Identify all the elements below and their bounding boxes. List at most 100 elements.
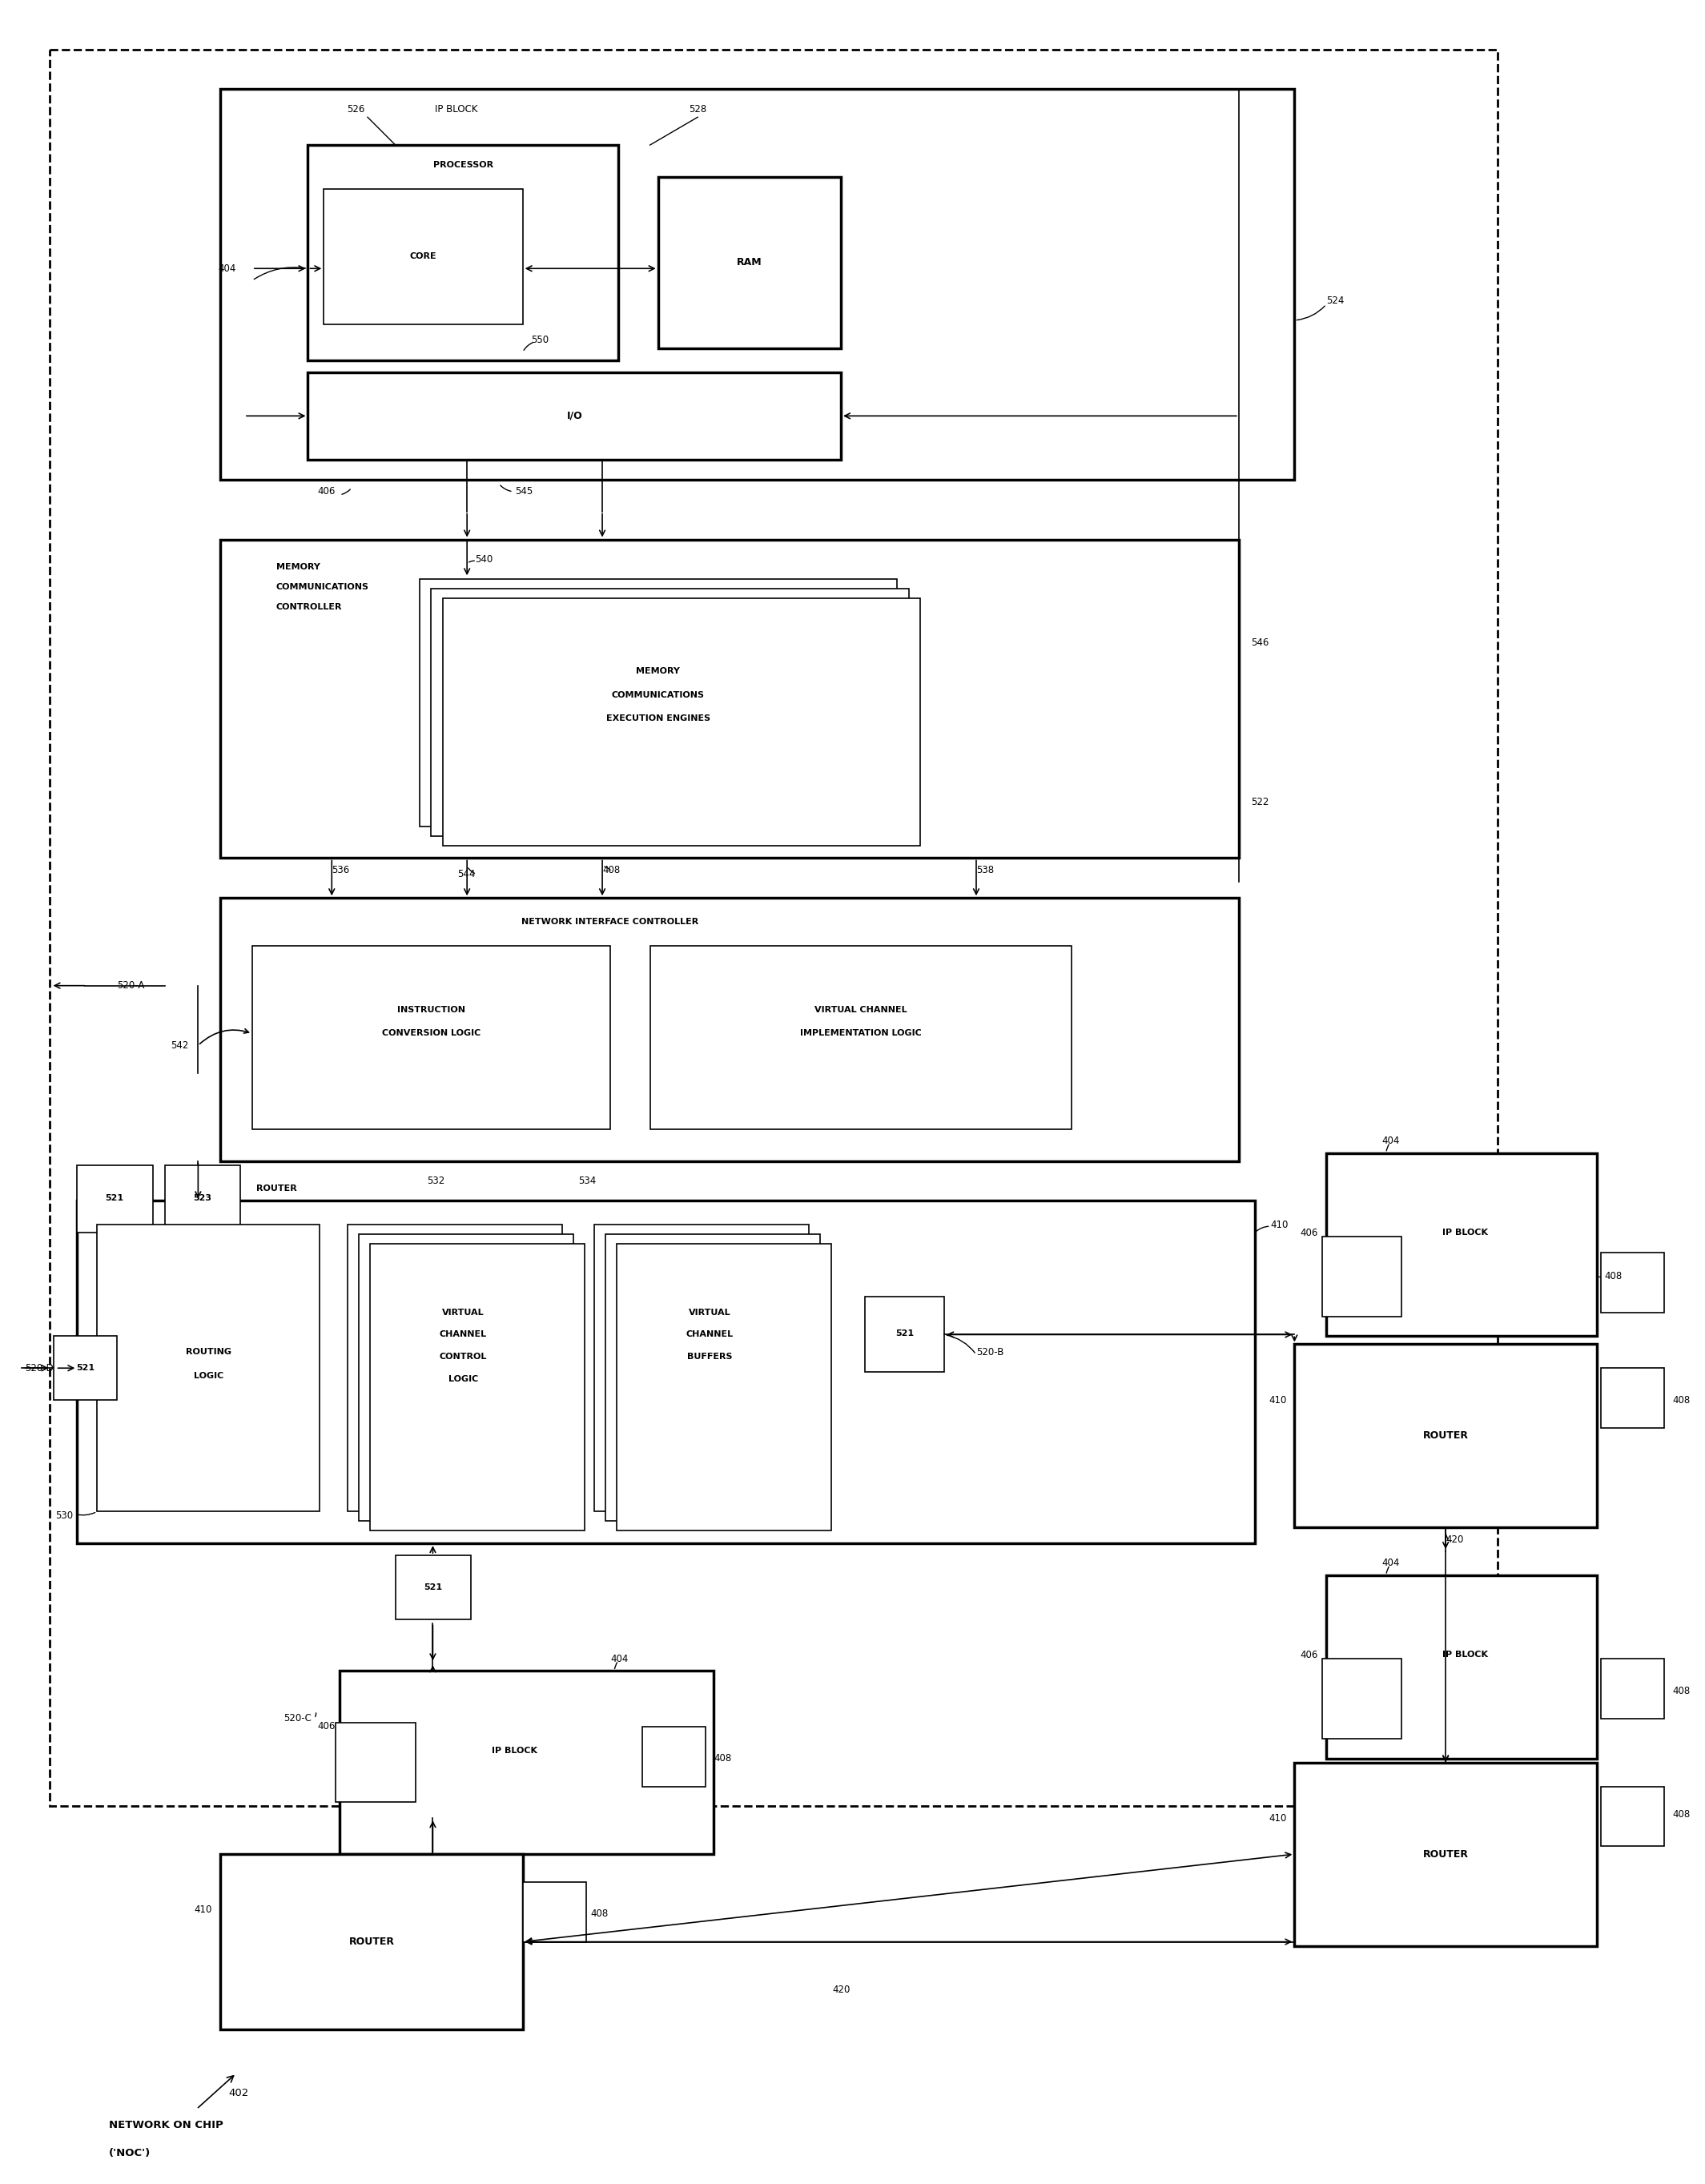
Bar: [595, 1225, 810, 1511]
Text: 408: 408: [590, 1909, 609, 1920]
Text: 530: 530: [56, 1511, 73, 1520]
Text: 408: 408: [1673, 1686, 1690, 1697]
Text: VIRTUAL: VIRTUAL: [689, 1308, 731, 1317]
Text: 410: 410: [1269, 1396, 1287, 1404]
Bar: [1326, 1575, 1598, 1758]
Bar: [396, 1555, 471, 1618]
Bar: [309, 144, 619, 360]
Text: 536: 536: [332, 865, 350, 876]
Text: 544: 544: [457, 869, 476, 880]
Text: 538: 538: [977, 865, 994, 876]
Text: MEMORY: MEMORY: [276, 563, 321, 572]
Text: 408: 408: [1673, 1808, 1690, 1819]
Text: 532: 532: [428, 1175, 445, 1186]
Text: 404: 404: [1383, 1136, 1400, 1147]
Text: 526: 526: [346, 105, 365, 114]
Bar: [309, 371, 841, 461]
Text: 410: 410: [1269, 1813, 1287, 1824]
Text: NETWORK ON CHIP: NETWORK ON CHIP: [109, 2121, 223, 2129]
Text: 410: 410: [1270, 1219, 1289, 1230]
Text: ROUTER: ROUTER: [350, 1937, 394, 1946]
Bar: [605, 1234, 820, 1520]
Text: 402: 402: [228, 2088, 249, 2099]
Bar: [431, 590, 909, 836]
Bar: [1323, 1660, 1402, 1738]
Text: 520-A: 520-A: [118, 981, 145, 992]
Text: IP BLOCK: IP BLOCK: [493, 1747, 537, 1754]
Text: 408: 408: [602, 865, 621, 876]
Bar: [1601, 1787, 1664, 1845]
Text: IP BLOCK: IP BLOCK: [1442, 1230, 1488, 1236]
Text: ROUTER: ROUTER: [1422, 1850, 1468, 1859]
Text: INSTRUCTION: INSTRUCTION: [397, 1005, 465, 1013]
Bar: [1601, 1254, 1664, 1313]
Bar: [348, 1225, 563, 1511]
Text: 521: 521: [423, 1583, 442, 1592]
Text: 410: 410: [194, 1904, 213, 1915]
Bar: [650, 946, 1072, 1129]
Text: 404: 404: [218, 264, 237, 273]
Bar: [339, 1671, 714, 1854]
Bar: [1294, 1343, 1598, 1527]
Text: BUFFERS: BUFFERS: [687, 1352, 733, 1361]
Bar: [165, 1164, 240, 1232]
Bar: [97, 1225, 321, 1511]
Bar: [77, 1201, 1255, 1544]
Text: 404: 404: [610, 1653, 627, 1664]
Text: 521: 521: [75, 1365, 94, 1372]
Bar: [443, 598, 921, 845]
Bar: [53, 1337, 118, 1400]
Text: 408: 408: [1673, 1396, 1690, 1404]
Text: VIRTUAL: VIRTUAL: [442, 1308, 484, 1317]
Text: 406: 406: [1301, 1649, 1318, 1660]
Text: 408: 408: [714, 1754, 731, 1765]
Text: CONTROL: CONTROL: [440, 1352, 488, 1361]
Text: I/O: I/O: [566, 411, 583, 422]
Bar: [77, 1164, 153, 1232]
Text: 520-D: 520-D: [24, 1363, 53, 1374]
Text: 520-C: 520-C: [285, 1714, 312, 1723]
Text: 521: 521: [106, 1195, 124, 1203]
Bar: [1601, 1367, 1664, 1428]
Text: 406: 406: [1301, 1227, 1318, 1238]
Text: NETWORK INTERFACE CONTROLLER: NETWORK INTERFACE CONTROLLER: [522, 917, 699, 926]
Bar: [1294, 1762, 1598, 1946]
Text: ROUTER: ROUTER: [1422, 1431, 1468, 1441]
Bar: [324, 188, 523, 323]
Bar: [419, 579, 897, 826]
Text: 521: 521: [895, 1330, 914, 1339]
Text: CONVERSION LOGIC: CONVERSION LOGIC: [382, 1029, 481, 1037]
Text: COMMUNICATIONS: COMMUNICATIONS: [612, 690, 704, 699]
Text: CHANNEL: CHANNEL: [440, 1330, 486, 1339]
Text: 540: 540: [476, 555, 493, 563]
Text: 420: 420: [1446, 1533, 1463, 1544]
Bar: [370, 1245, 585, 1531]
Text: 542: 542: [170, 1040, 189, 1051]
Text: 404: 404: [1383, 1557, 1400, 1568]
Text: 408: 408: [1604, 1271, 1623, 1282]
Text: 520-B: 520-B: [977, 1348, 1004, 1358]
Bar: [336, 1723, 416, 1802]
Text: CONTROLLER: CONTROLLER: [276, 603, 343, 612]
Text: LOGIC: LOGIC: [194, 1372, 223, 1380]
Bar: [523, 1883, 587, 1942]
Text: VIRTUAL CHANNEL: VIRTUAL CHANNEL: [815, 1005, 907, 1013]
Bar: [1601, 1660, 1664, 1719]
Text: 545: 545: [515, 487, 532, 496]
Bar: [1323, 1236, 1402, 1317]
Text: PROCESSOR: PROCESSOR: [433, 162, 493, 168]
Text: 534: 534: [578, 1175, 597, 1186]
Bar: [220, 539, 1240, 858]
Text: COMMUNICATIONS: COMMUNICATIONS: [276, 583, 368, 592]
Text: 550: 550: [530, 334, 549, 345]
Bar: [220, 1854, 523, 2029]
Bar: [617, 1245, 832, 1531]
Text: CORE: CORE: [409, 253, 436, 260]
Text: LOGIC: LOGIC: [448, 1376, 477, 1382]
Text: ('NOC'): ('NOC'): [109, 2147, 150, 2158]
Bar: [252, 946, 610, 1129]
Text: 406: 406: [317, 1721, 336, 1732]
Text: IP BLOCK: IP BLOCK: [435, 105, 477, 114]
Text: 523: 523: [193, 1195, 211, 1203]
Bar: [1326, 1153, 1598, 1337]
